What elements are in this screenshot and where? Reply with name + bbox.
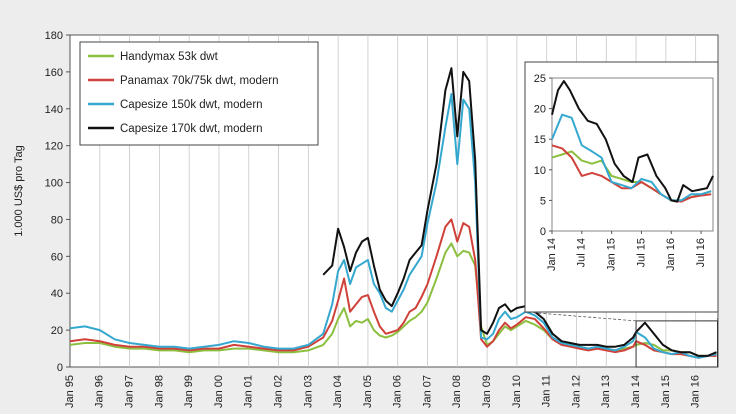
main-x-tick-label: Jan 96 xyxy=(94,375,106,408)
main-y-tick-label: 0 xyxy=(57,362,63,374)
legend-label: Panamax 70k/75k dwt, modern xyxy=(120,75,279,87)
zoom-connectors xyxy=(524,311,719,368)
inset-x-tick-label: Jul 16 xyxy=(695,238,707,267)
main-y-tick-label: 160 xyxy=(45,67,63,79)
inset-x-tick-label: Jan 16 xyxy=(665,238,677,271)
main-x-tick-label: Jan 15 xyxy=(660,375,672,408)
inset-plot-area xyxy=(551,77,714,232)
main-y-tick-label: 20 xyxy=(51,325,63,337)
main-x-tick-label: Jan 02 xyxy=(272,375,284,408)
inset-y-tick-label: 25 xyxy=(534,73,546,85)
main-x-tick-label: Jan 10 xyxy=(511,375,523,408)
main-y-tick-label: 40 xyxy=(51,288,63,300)
main-series-line-2 xyxy=(69,218,717,359)
inset-y-tick-label: 20 xyxy=(534,104,546,116)
main-y-tick-label: 80 xyxy=(51,214,63,226)
main-x-tick-label: Jan 97 xyxy=(123,375,135,408)
main-x-tick-label: Jan 03 xyxy=(302,375,314,408)
main-x-tick-label: Jan 05 xyxy=(362,375,374,408)
main-y-tick-label: 60 xyxy=(51,251,63,263)
zoom-connector-line xyxy=(524,311,637,322)
main-series-line-3 xyxy=(69,93,717,359)
legend-box xyxy=(79,41,319,146)
main-x-tick-label: Jan 12 xyxy=(570,375,582,408)
main-y-tick-label: 180 xyxy=(45,30,63,42)
zoom-connector-line xyxy=(717,311,719,321)
main-x-tick-label: Jan 04 xyxy=(332,375,344,408)
inset-y-tick-label: 0 xyxy=(540,226,546,238)
main-x-tick-label: Jan 99 xyxy=(183,375,195,408)
main-y-tick-label: 120 xyxy=(45,141,63,153)
main-x-tick-label: Jan 13 xyxy=(600,375,612,408)
inset-y-tick-label: 10 xyxy=(534,165,546,177)
inset-y-tick-label: 5 xyxy=(540,195,546,207)
inset-series-line-3 xyxy=(551,113,712,202)
inset-x-tick-label: Jan 14 xyxy=(546,238,558,271)
legend-label: Handymax 53k dwt xyxy=(120,51,219,63)
main-x-tick-label: Jan 00 xyxy=(213,375,225,408)
inset-chart: 0 5 10 15 20 25 Jan 14 Jul 14 Jan 15 Jul 15 Jan 16… xyxy=(524,61,719,313)
main-x-tick-label: Jan 98 xyxy=(153,375,165,408)
main-x-tick-label: Jan 09 xyxy=(481,375,493,408)
main-x-tick-label: Jan 11 xyxy=(541,375,553,407)
main-y-axis-label: 1.000 US$ pro Tag xyxy=(13,145,25,237)
main-y-tick-label: 100 xyxy=(45,178,63,190)
inset-series-line-4 xyxy=(551,80,714,203)
main-x-tick-label: Jan 14 xyxy=(630,375,642,408)
main-y-tick-label: 140 xyxy=(45,104,63,116)
main-x-tick-label: Jan 16 xyxy=(690,375,702,408)
legend-label: Capesize 150k dwt, modern xyxy=(120,99,263,111)
legend: Handymax 53k dwt Panamax 70k/75k dwt, mod… xyxy=(79,41,319,146)
inset-x-tick-label: Jul 15 xyxy=(635,238,647,267)
inset-y-tick-label: 15 xyxy=(534,134,546,146)
main-x-tick-label: Jan 08 xyxy=(451,375,463,408)
inset-x-tick-label: Jul 14 xyxy=(576,238,588,267)
main-x-tick-label: Jan 95 xyxy=(64,375,76,408)
main-x-tick-label: Jan 06 xyxy=(392,375,404,408)
main-x-tick-label: Jan 07 xyxy=(421,375,433,408)
zoom-box xyxy=(635,320,719,368)
main-x-tick-label: Jan 01 xyxy=(243,375,255,408)
legend-label: Capesize 170k dwt, modern xyxy=(120,123,263,135)
inset-x-tick-label: Jan 15 xyxy=(606,238,618,271)
